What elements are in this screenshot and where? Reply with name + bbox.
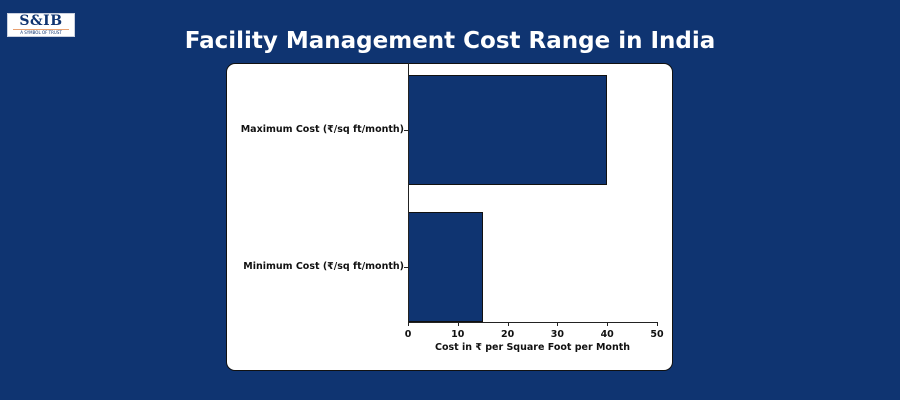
x-axis-line <box>408 322 657 323</box>
bar-maximum-cost <box>408 75 608 185</box>
x-tick <box>657 322 658 326</box>
page-title: Facility Management Cost Range in India <box>184 28 716 54</box>
logo-divider <box>13 29 69 30</box>
x-axis-title: Cost in ₹ per Square Foot per Month <box>434 342 631 353</box>
y-tick-label: Minimum Cost (₹/sq ft/month) <box>243 261 404 272</box>
y-tick <box>404 267 408 268</box>
x-tick <box>457 322 459 326</box>
y-axis-line <box>408 63 409 322</box>
x-tick-label: 10 <box>451 329 465 340</box>
x-tick-label: 40 <box>600 329 614 340</box>
x-tick <box>507 322 509 326</box>
x-tick-label: 20 <box>500 329 515 340</box>
x-tick-label: 0 <box>404 329 412 340</box>
logo-text: S&IB <box>19 13 63 29</box>
y-tick <box>404 130 408 131</box>
x-tick-label: 30 <box>550 329 564 340</box>
y-tick-label: Maximum Cost (₹/sq ft/month) <box>240 124 404 135</box>
x-tick <box>408 322 409 326</box>
x-tick-label: 50 <box>650 329 664 340</box>
bar-minimum-cost <box>408 212 483 322</box>
brand-logo: S&IB A SYMBOL OF TRUST <box>7 13 75 37</box>
x-tick <box>607 322 609 326</box>
logo-tagline: A SYMBOL OF TRUST <box>20 30 62 35</box>
x-tick <box>557 322 559 326</box>
